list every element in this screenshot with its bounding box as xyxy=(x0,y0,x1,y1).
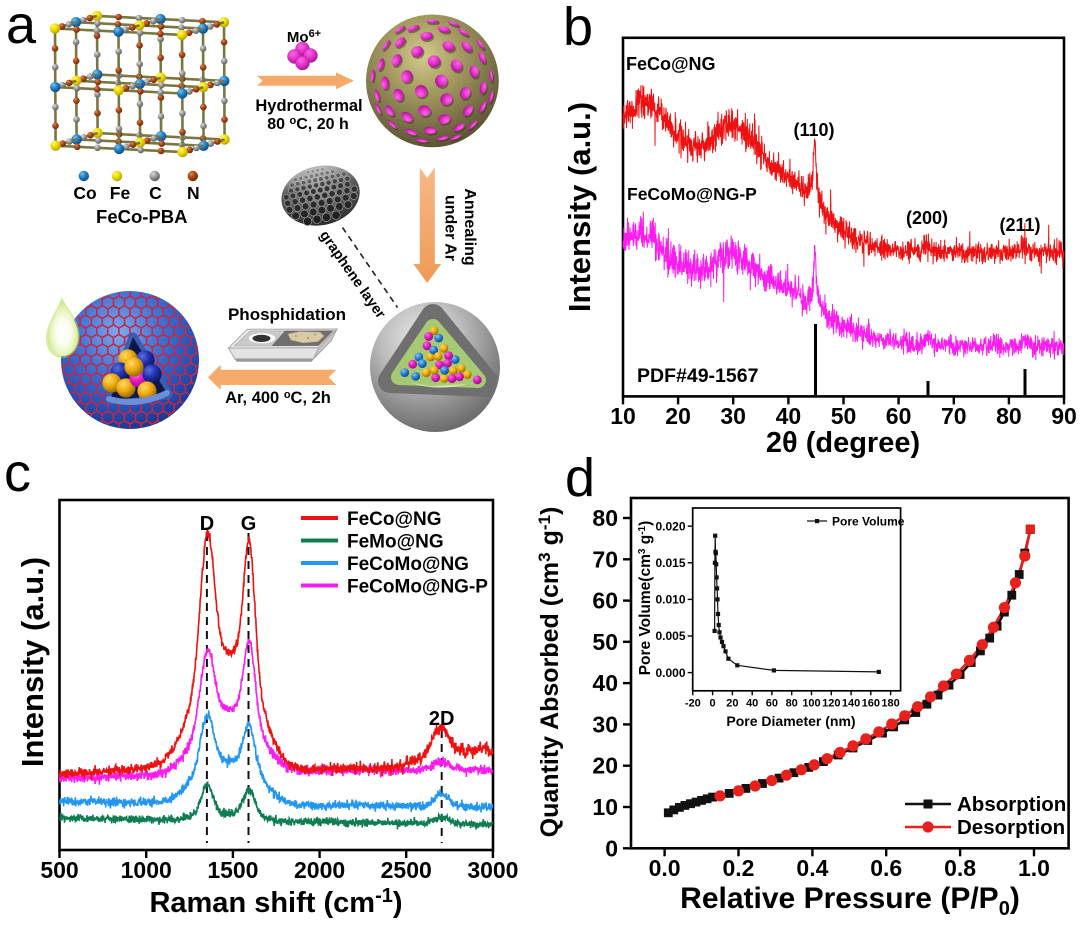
svg-text:(200): (200) xyxy=(906,208,948,228)
svg-text:90: 90 xyxy=(1051,403,1077,429)
svg-text:FeCo@NG: FeCo@NG xyxy=(626,54,716,74)
svg-text:Phosphidation: Phosphidation xyxy=(228,305,346,324)
svg-text:b: b xyxy=(563,0,593,57)
svg-text:Intensity (a.u.): Intensity (a.u.) xyxy=(562,102,597,312)
svg-text:1000: 1000 xyxy=(121,857,172,883)
svg-text:40: 40 xyxy=(746,698,758,710)
svg-text:Fe: Fe xyxy=(110,183,131,203)
svg-text:80: 80 xyxy=(786,698,798,710)
svg-text:10: 10 xyxy=(592,794,618,820)
svg-text:Relative Pressure (P/P0): Relative Pressure (P/P0) xyxy=(680,882,1020,920)
svg-text:FeMo@NG: FeMo@NG xyxy=(347,532,444,553)
svg-text:under Ar: under Ar xyxy=(441,195,458,261)
svg-text:d: d xyxy=(565,448,595,508)
svg-text:Pore Volume(cm3 g-1): Pore Volume(cm3 g-1) xyxy=(637,521,654,676)
svg-text:0.020: 0.020 xyxy=(655,519,685,533)
svg-text:FeCo-PBA: FeCo-PBA xyxy=(96,206,187,227)
svg-text:40: 40 xyxy=(776,403,802,429)
svg-text:Co: Co xyxy=(73,183,96,203)
svg-text:-20: -20 xyxy=(685,698,701,710)
svg-text:Pore Volume: Pore Volume xyxy=(832,515,905,529)
svg-text:a: a xyxy=(6,0,37,55)
svg-text:100: 100 xyxy=(802,698,820,710)
svg-text:10: 10 xyxy=(610,403,636,429)
svg-text:0.005: 0.005 xyxy=(655,629,685,643)
svg-text:70: 70 xyxy=(941,403,967,429)
svg-text:140: 140 xyxy=(842,698,860,710)
svg-text:0.6: 0.6 xyxy=(870,855,902,881)
svg-text:FeCoMo@NG: FeCoMo@NG xyxy=(347,554,469,575)
svg-text:20: 20 xyxy=(726,698,738,710)
svg-text:0.000: 0.000 xyxy=(655,666,685,680)
svg-text:(211): (211) xyxy=(999,215,1040,235)
svg-text:2θ (degree): 2θ (degree) xyxy=(766,427,920,459)
svg-text:50: 50 xyxy=(831,403,857,429)
svg-text:N: N xyxy=(187,183,200,203)
svg-text:80: 80 xyxy=(592,505,618,531)
svg-text:1.0: 1.0 xyxy=(1018,855,1050,881)
svg-text:0.010: 0.010 xyxy=(655,593,685,607)
svg-text:1500: 1500 xyxy=(207,857,258,883)
svg-text:30: 30 xyxy=(720,403,746,429)
svg-text:20: 20 xyxy=(592,753,618,779)
svg-text:0: 0 xyxy=(710,698,716,710)
svg-text:PDF#49-1567: PDF#49-1567 xyxy=(637,365,758,387)
svg-text:c: c xyxy=(4,443,31,503)
svg-text:Intensity (a.u.): Intensity (a.u.) xyxy=(15,557,50,767)
svg-text:0.4: 0.4 xyxy=(796,855,828,881)
svg-text:3000: 3000 xyxy=(467,857,518,883)
svg-text:30: 30 xyxy=(592,711,618,737)
svg-text:60: 60 xyxy=(592,588,618,614)
svg-text:500: 500 xyxy=(40,857,78,883)
svg-text:C: C xyxy=(149,183,162,203)
svg-text:70: 70 xyxy=(592,546,618,572)
svg-text:0: 0 xyxy=(605,835,618,861)
svg-text:Annealing: Annealing xyxy=(461,188,478,265)
svg-text:120: 120 xyxy=(822,698,840,710)
svg-text:0.0: 0.0 xyxy=(649,855,681,881)
svg-text:180: 180 xyxy=(881,698,899,710)
svg-text:80: 80 xyxy=(996,403,1022,429)
svg-text:60: 60 xyxy=(766,698,778,710)
svg-text:50: 50 xyxy=(592,629,618,655)
svg-text:G: G xyxy=(241,513,257,535)
svg-text:0.8: 0.8 xyxy=(944,855,976,881)
svg-text:Desorption: Desorption xyxy=(957,816,1065,839)
svg-text:2500: 2500 xyxy=(381,857,432,883)
svg-text:Raman shift (cm-1): Raman shift (cm-1) xyxy=(149,885,402,919)
svg-text:(110): (110) xyxy=(793,120,834,140)
svg-text:Hydrothermal: Hydrothermal xyxy=(255,97,362,115)
svg-text:0.015: 0.015 xyxy=(655,556,685,570)
svg-text:60: 60 xyxy=(886,403,912,429)
svg-text:FeCoMo@NG-P: FeCoMo@NG-P xyxy=(627,184,757,204)
svg-text:0.2: 0.2 xyxy=(723,855,755,881)
svg-text:FeCoMo@NG-P: FeCoMo@NG-P xyxy=(347,577,488,598)
svg-text:FeCo@NG: FeCo@NG xyxy=(347,509,442,530)
svg-text:20: 20 xyxy=(665,403,691,429)
svg-text:2000: 2000 xyxy=(294,857,345,883)
svg-text:2D: 2D xyxy=(429,708,455,730)
svg-text:40: 40 xyxy=(592,670,618,696)
svg-text:Ar, 400 oC, 2h: Ar, 400 oC, 2h xyxy=(225,389,331,407)
svg-text:Pore Diameter (nm): Pore Diameter (nm) xyxy=(726,713,855,729)
svg-text:160: 160 xyxy=(862,698,880,710)
svg-text:D: D xyxy=(200,513,214,535)
svg-text:80 oC, 20 h: 80 oC, 20 h xyxy=(267,115,348,133)
svg-text:Absorption: Absorption xyxy=(957,793,1066,816)
